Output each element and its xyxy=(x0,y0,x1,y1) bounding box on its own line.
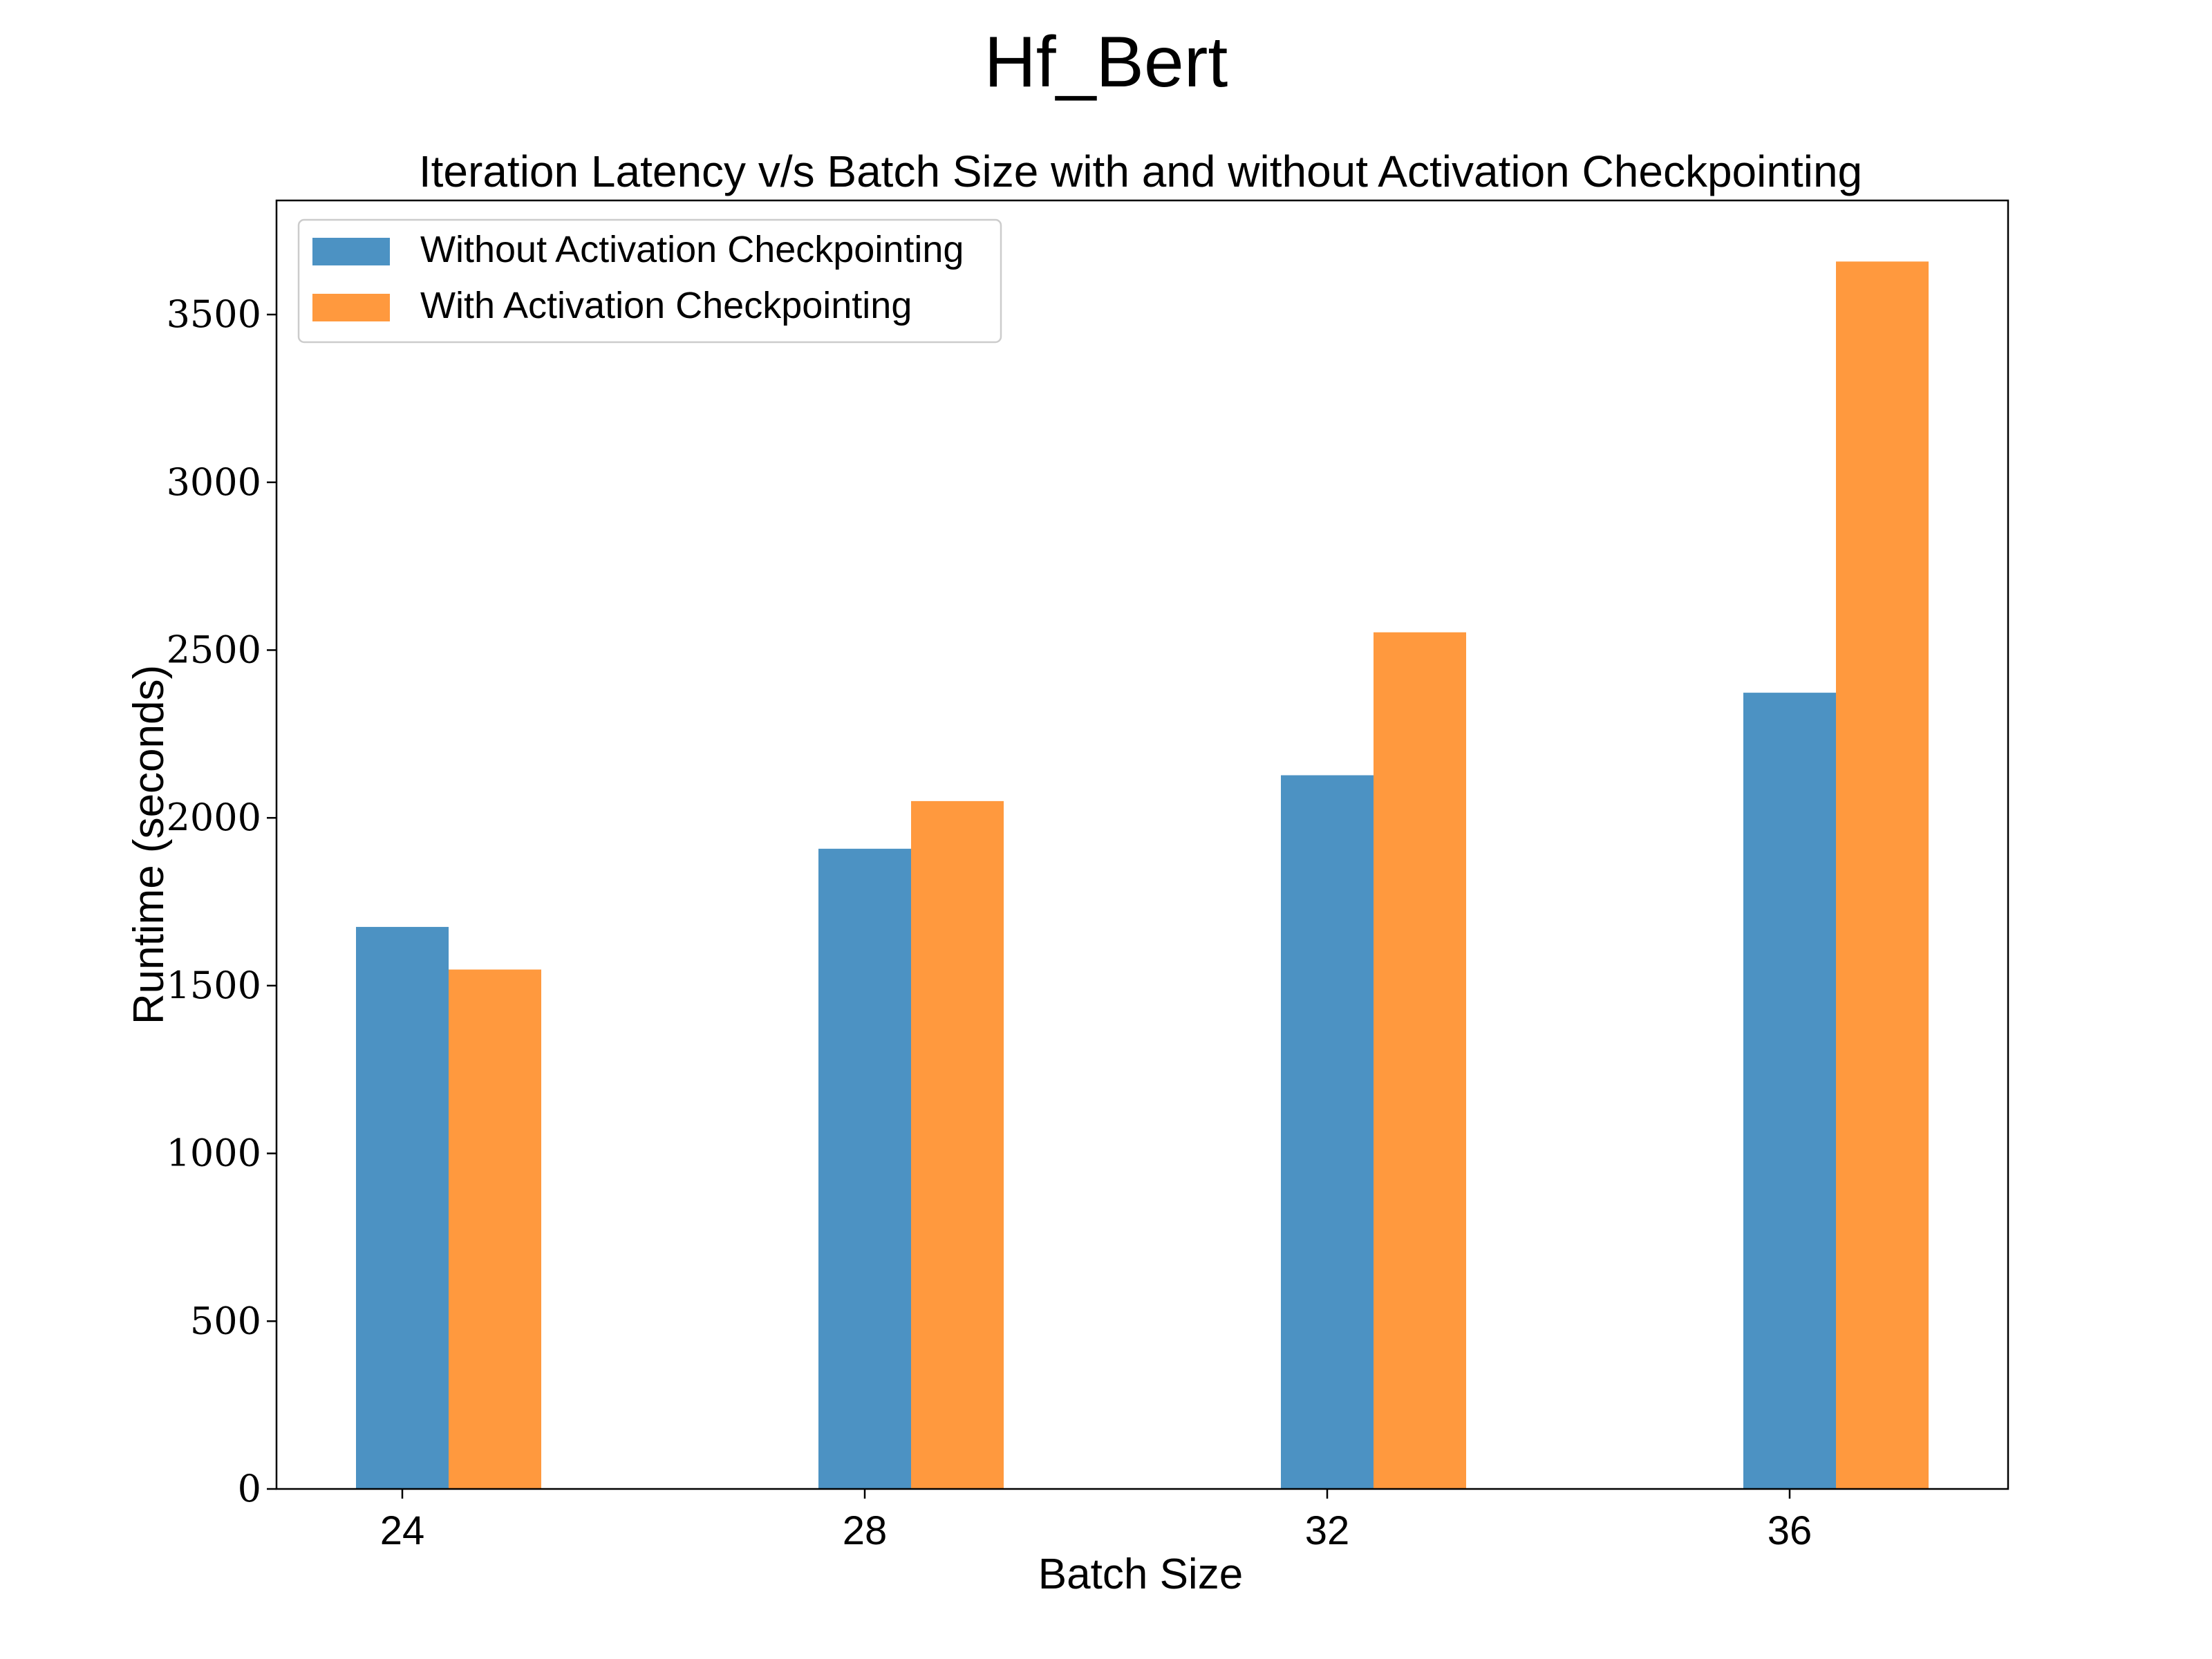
y-tick-label: 3000 xyxy=(167,460,261,504)
y-tick-label: 3500 xyxy=(167,292,261,336)
x-tick-label: 28 xyxy=(843,1508,888,1553)
legend-label: With Activation Checkpointing xyxy=(420,285,912,326)
figure-title: Hf_Bert xyxy=(984,22,1228,102)
y-tick-label: 2000 xyxy=(167,796,261,839)
y-tick-label: 500 xyxy=(190,1299,261,1342)
bar-with-checkpointing-28 xyxy=(911,800,1004,1489)
legend-label: Without Activation Checkpointing xyxy=(420,229,964,270)
bar-without-checkpointing-28 xyxy=(818,848,911,1489)
y-axis-label: Runtime (seconds) xyxy=(125,665,173,1024)
x-axis: 24 28 32 36 xyxy=(380,1489,1812,1553)
legend-box xyxy=(297,218,1002,344)
bars-layer xyxy=(356,261,1929,1490)
bar-without-checkpointing-36 xyxy=(1743,693,1836,1490)
bar-without-checkpointing-32 xyxy=(1281,775,1374,1489)
bar-without-checkpointing-24 xyxy=(356,926,449,1489)
x-tick-label: 32 xyxy=(1305,1508,1350,1553)
y-tick-label: 2500 xyxy=(167,628,261,671)
x-tick-label: 24 xyxy=(380,1508,425,1553)
x-tick-label: 36 xyxy=(1768,1508,1812,1553)
legend-swatch xyxy=(312,238,390,265)
plot-frame xyxy=(275,199,2009,1490)
bar-with-checkpointing-24 xyxy=(449,969,541,1489)
y-tick-label: 1000 xyxy=(167,1132,261,1175)
y-tick-label: 1500 xyxy=(167,964,261,1007)
legend: Without Activation Checkpointing With Act… xyxy=(297,218,1002,344)
x-axis-label: Batch Size xyxy=(1038,1550,1243,1598)
chart-title: Iteration Latency v/s Batch Size with an… xyxy=(419,147,1862,196)
bar-with-checkpointing-32 xyxy=(1374,632,1466,1490)
legend-swatch xyxy=(312,294,390,321)
y-tick-label: 0 xyxy=(238,1467,261,1510)
y-axis: 0 500 1000 1500 2000 2500 3000 3500 xyxy=(167,292,276,1510)
bar-with-checkpointing-36 xyxy=(1836,261,1929,1489)
